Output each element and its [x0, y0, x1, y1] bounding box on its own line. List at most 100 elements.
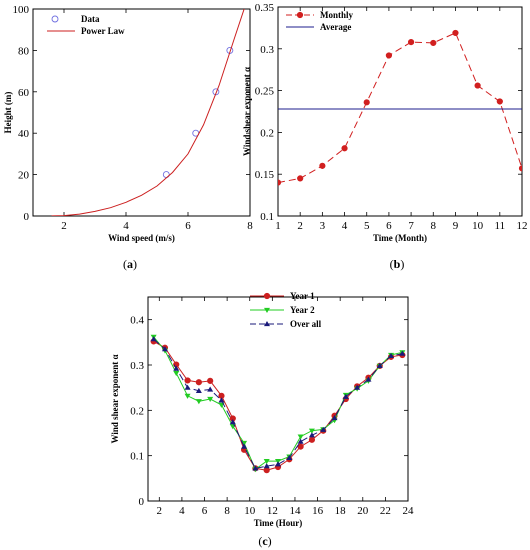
x-tick-label: 4 — [342, 220, 348, 232]
x-axis-label: Time (Month) — [373, 233, 427, 243]
data-point — [184, 393, 191, 399]
x-tick-label: 2 — [157, 505, 163, 517]
legend: Monthly Average — [286, 10, 354, 32]
y-tick-label: 0.2 — [260, 127, 274, 139]
x-tick-label: 11 — [495, 220, 506, 232]
data-point — [161, 346, 168, 352]
data-point — [496, 98, 503, 105]
legend-label: Year 1 — [290, 291, 315, 301]
y-tick-label: 0.2 — [130, 405, 144, 417]
data-point — [297, 443, 304, 450]
x-tick-label: 22 — [380, 505, 391, 517]
y-tick-label: 0 — [139, 496, 145, 508]
data-point — [195, 387, 202, 393]
x-tick-label: 2 — [61, 220, 67, 232]
x-tick-label: 20 — [357, 505, 369, 517]
x-tick-label: 9 — [453, 220, 459, 232]
data-point — [385, 52, 393, 59]
data-point — [342, 393, 349, 399]
x-tick-label: 12 — [517, 220, 528, 232]
data-point — [195, 399, 202, 405]
y-tick-label: 0.1 — [130, 451, 144, 463]
legend: Year 1 Year 2 Over all — [250, 291, 322, 329]
y-tick-label: 0 — [24, 211, 30, 223]
x-tick-label: 8 — [224, 505, 230, 517]
panel-label: (a) — [123, 257, 137, 271]
data-point — [363, 99, 370, 106]
legend-marker — [264, 321, 270, 327]
y-tick-label: 0.3 — [130, 360, 144, 372]
x-tick-label: 8 — [431, 220, 437, 232]
series-line-power-law — [51, 9, 245, 216]
data-point — [173, 365, 180, 371]
data-point — [308, 428, 315, 434]
data-point — [252, 465, 259, 471]
data-point — [376, 362, 383, 369]
data-point — [207, 396, 214, 402]
plot-area — [51, 9, 245, 216]
x-tick-label: 6 — [386, 220, 392, 232]
data-point — [184, 377, 191, 384]
y-tick-label: 100 — [13, 4, 30, 16]
y-axis-label: Height (m) — [3, 92, 13, 134]
x-axis-label: Wind speed (m/s) — [108, 233, 175, 243]
legend-marker — [296, 11, 304, 19]
data-point — [286, 454, 293, 461]
data-point — [207, 386, 214, 392]
y-tick-label: 0.15 — [255, 169, 275, 181]
data-point — [407, 39, 415, 46]
x-tick-label: 8 — [247, 220, 253, 232]
x-tick-label: 16 — [312, 505, 324, 517]
data-point — [229, 419, 236, 425]
data-point — [365, 376, 372, 382]
y-tick-label: 0.1 — [260, 211, 274, 223]
series-line-over-all — [153, 338, 403, 469]
y-tick-label: 0.4 — [130, 315, 144, 327]
x-tick-label: 6 — [202, 505, 208, 517]
y-axis-label: Wind shear exponent α — [110, 355, 120, 444]
data-point — [150, 336, 157, 342]
x-tick-label: 5 — [364, 220, 370, 232]
legend-marker — [51, 15, 59, 23]
data-point — [297, 175, 304, 182]
data-point — [308, 436, 316, 443]
x-tick-label: 14 — [289, 505, 301, 517]
y-tick-label: 40 — [18, 128, 30, 140]
data-point — [218, 397, 225, 403]
data-point — [341, 145, 348, 152]
x-tick-label: 4 — [123, 220, 129, 232]
x-tick-label: 12 — [267, 505, 278, 517]
y-tick-label: 0.3 — [260, 44, 274, 56]
data-point — [241, 443, 248, 449]
data-point — [184, 384, 191, 390]
plot-frame — [277, 6, 523, 217]
data-point — [320, 426, 327, 432]
data-point — [263, 463, 270, 469]
data-point — [331, 415, 338, 421]
series-line-monthly — [278, 32, 522, 184]
plot-frame — [32, 8, 251, 217]
data-point — [278, 179, 282, 186]
plot-area — [278, 29, 522, 186]
y-tick-label: 80 — [18, 45, 30, 57]
data-point — [263, 459, 270, 465]
x-tick-label: 6 — [185, 220, 191, 232]
x-tick-label: 2 — [297, 220, 303, 232]
data-point — [275, 461, 281, 467]
legend-label: Year 2 — [290, 305, 315, 315]
y-tick-label: 0.25 — [255, 86, 275, 98]
y-tick-label: 20 — [18, 170, 30, 182]
x-tick-label: 3 — [320, 220, 326, 232]
data-point — [297, 434, 304, 440]
legend-label: Average — [320, 22, 351, 32]
data-point — [399, 350, 406, 356]
x-tick-label: 7 — [408, 220, 414, 232]
x-tick-label: 4 — [179, 505, 185, 517]
plot-frame — [147, 296, 409, 502]
y-axis-label: Wind shear exponent α — [242, 67, 252, 156]
x-tick-label: 24 — [403, 505, 415, 517]
data-point — [308, 432, 315, 438]
legend-label: Power Law — [81, 26, 125, 36]
